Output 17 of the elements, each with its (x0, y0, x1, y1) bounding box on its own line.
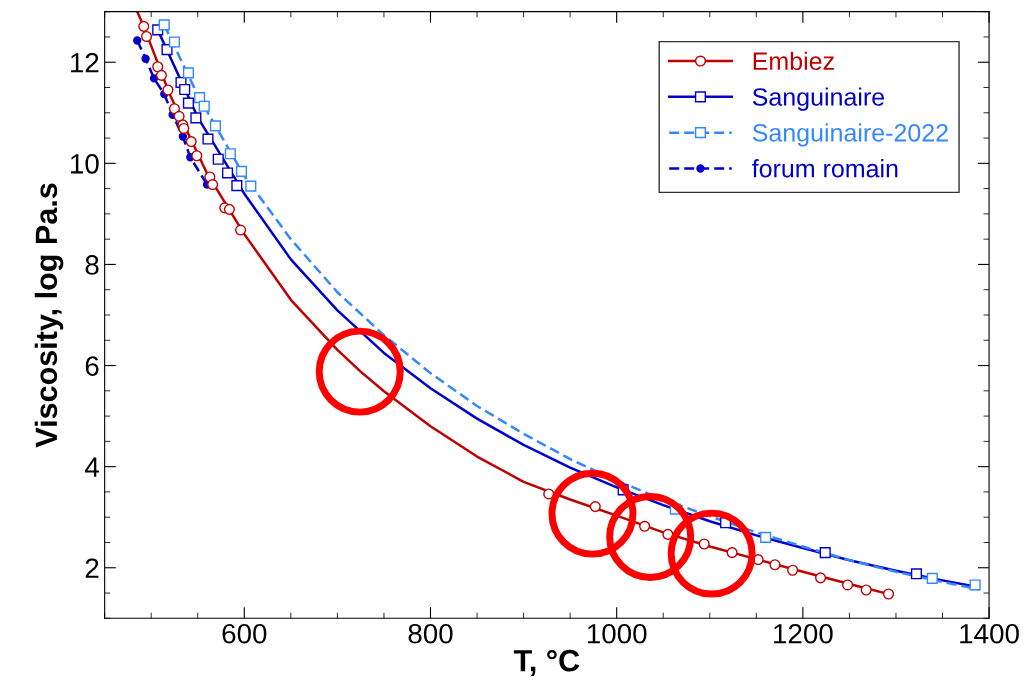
y-tick-label: 12 (71, 52, 99, 73)
x-tick-label: 1400 (960, 623, 1019, 644)
legend-label: Sanguinaire (752, 87, 885, 111)
y-tick-label: 6 (85, 356, 99, 376)
legend-label: Embiez (753, 51, 834, 71)
y-tick-label: 8 (85, 255, 99, 275)
y-tick-label: 2 (85, 558, 99, 578)
legend-label: forum romain (752, 159, 898, 178)
x-axis-title: T, °C (513, 649, 580, 676)
x-tick-label: 1000 (587, 623, 647, 644)
x-tick-label: 800 (408, 623, 453, 644)
y-axis-title: Viscosity, log Pa.s (34, 183, 64, 448)
y-tick-label: 4 (84, 457, 99, 477)
x-tick-label: 1200 (774, 623, 833, 644)
legend-label: Sanguinaire-2022 (752, 123, 948, 147)
x-tick-label: 600 (222, 623, 267, 644)
y-tick-label: 10 (71, 154, 99, 174)
